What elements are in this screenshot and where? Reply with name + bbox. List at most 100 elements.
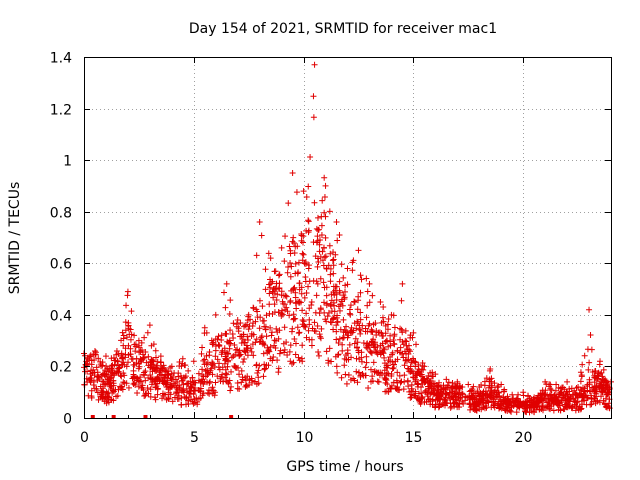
data-point-peak xyxy=(487,366,494,373)
data-point xyxy=(550,407,557,414)
data-point xyxy=(333,336,340,343)
data-point-peak xyxy=(476,384,483,391)
data-point-peak xyxy=(454,378,461,385)
data-point xyxy=(401,372,408,379)
data-point xyxy=(333,328,340,335)
data-point xyxy=(145,390,152,397)
data-point xyxy=(218,373,225,380)
data-point xyxy=(548,396,555,403)
data-point xyxy=(396,387,403,394)
data-point xyxy=(379,349,386,356)
data-point xyxy=(308,336,315,343)
data-point xyxy=(164,379,171,386)
data-point xyxy=(99,359,106,366)
data-point xyxy=(405,356,412,363)
data-point xyxy=(390,336,397,343)
data-point-peak xyxy=(146,322,153,329)
data-point xyxy=(290,359,297,366)
data-point xyxy=(226,345,233,352)
data-point xyxy=(228,383,235,390)
data-point xyxy=(338,261,345,268)
data-point xyxy=(273,297,280,304)
data-point xyxy=(240,331,247,338)
data-point-peak xyxy=(234,317,241,324)
data-point xyxy=(235,328,242,335)
data-point xyxy=(288,263,295,270)
data-point xyxy=(343,323,350,330)
data-point xyxy=(162,368,169,375)
data-point xyxy=(100,378,107,385)
data-point xyxy=(293,189,300,196)
data-point xyxy=(334,352,341,359)
data-point xyxy=(113,393,120,400)
data-point xyxy=(203,361,210,368)
data-point xyxy=(364,302,371,309)
data-point xyxy=(99,378,106,385)
data-point xyxy=(176,359,183,366)
data-point xyxy=(513,409,520,416)
data-point xyxy=(314,322,321,329)
data-point xyxy=(413,395,420,402)
data-point-peak xyxy=(212,311,219,318)
data-point xyxy=(287,299,294,306)
data-point-peak xyxy=(355,247,362,254)
data-point xyxy=(220,289,227,296)
data-point xyxy=(380,345,387,352)
data-point xyxy=(284,269,291,276)
data-point-peak xyxy=(91,347,98,354)
data-point xyxy=(199,366,206,373)
data-point xyxy=(357,330,364,337)
data-point xyxy=(326,242,333,249)
data-point xyxy=(130,374,137,381)
data-point xyxy=(90,382,97,389)
data-point xyxy=(222,374,229,381)
data-point xyxy=(330,326,337,333)
data-point xyxy=(292,270,299,277)
data-point xyxy=(322,234,329,241)
data-point xyxy=(133,375,140,382)
data-point xyxy=(549,397,556,404)
data-point xyxy=(266,348,273,355)
data-point xyxy=(92,349,99,356)
data-point xyxy=(130,380,137,387)
data-point-peak xyxy=(399,280,406,287)
data-point xyxy=(296,298,303,305)
data-point xyxy=(562,403,569,410)
data-point xyxy=(292,294,299,301)
data-point xyxy=(326,208,333,215)
data-point xyxy=(287,273,294,280)
data-point xyxy=(341,294,348,301)
data-point xyxy=(488,390,495,397)
data-point xyxy=(235,364,242,371)
data-point xyxy=(351,340,358,347)
data-point xyxy=(298,232,305,239)
data-point xyxy=(259,317,266,324)
data-point xyxy=(354,339,361,346)
data-point xyxy=(104,393,111,400)
data-point xyxy=(298,237,305,244)
data-point xyxy=(286,312,293,319)
zero-marker xyxy=(229,415,234,419)
data-point-peak xyxy=(322,182,329,189)
data-point-peak xyxy=(124,288,131,295)
data-point xyxy=(222,356,229,363)
data-point xyxy=(401,362,408,369)
data-point xyxy=(198,350,205,357)
data-point xyxy=(253,336,260,343)
data-point xyxy=(291,249,298,256)
data-point xyxy=(129,356,136,363)
data-point xyxy=(225,380,232,387)
data-point xyxy=(444,384,451,391)
data-point-peak xyxy=(498,381,505,388)
data-point xyxy=(238,379,245,386)
data-point xyxy=(315,349,322,356)
data-point xyxy=(152,354,159,361)
data-point xyxy=(242,374,249,381)
data-point xyxy=(602,403,609,410)
data-point xyxy=(258,232,265,239)
data-point xyxy=(321,284,328,291)
data-point xyxy=(447,389,454,396)
data-point xyxy=(388,386,395,393)
data-point xyxy=(266,284,273,291)
data-point xyxy=(122,319,129,326)
